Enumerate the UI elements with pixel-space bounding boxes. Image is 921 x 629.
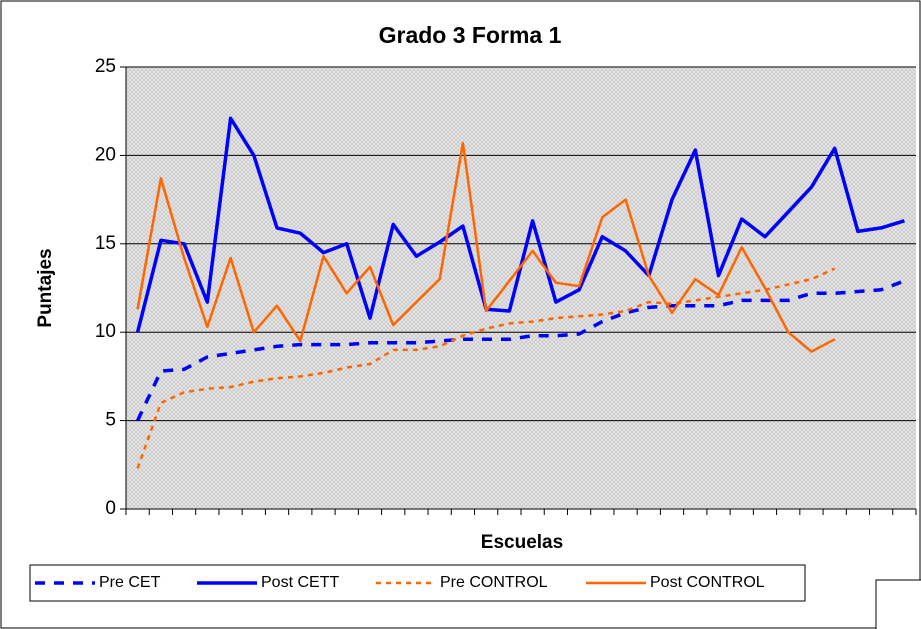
series-line [136, 279, 906, 422]
legend-label: Post CETT [261, 574, 339, 591]
y-tick-label: 25 [95, 56, 116, 77]
plot-area [126, 67, 916, 509]
frame [875, 579, 921, 629]
y-axis-label: Puntajes [35, 248, 56, 327]
legend-label: Post CONTROL [650, 574, 765, 591]
series-line [136, 141, 836, 353]
y-tick-label: 0 [105, 498, 116, 519]
x-axis-label: Escuelas [481, 532, 563, 553]
legend-label: Pre CONTROL [440, 574, 548, 591]
series-line [136, 267, 836, 469]
y-tick-label: 10 [95, 321, 116, 342]
chart-title: Grado 3 Forma 1 [379, 22, 562, 48]
legend-label: Pre CET [99, 574, 161, 591]
y-tick-label: 20 [95, 144, 116, 165]
y-tick-label: 5 [105, 410, 116, 431]
y-tick-label: 15 [95, 233, 116, 254]
